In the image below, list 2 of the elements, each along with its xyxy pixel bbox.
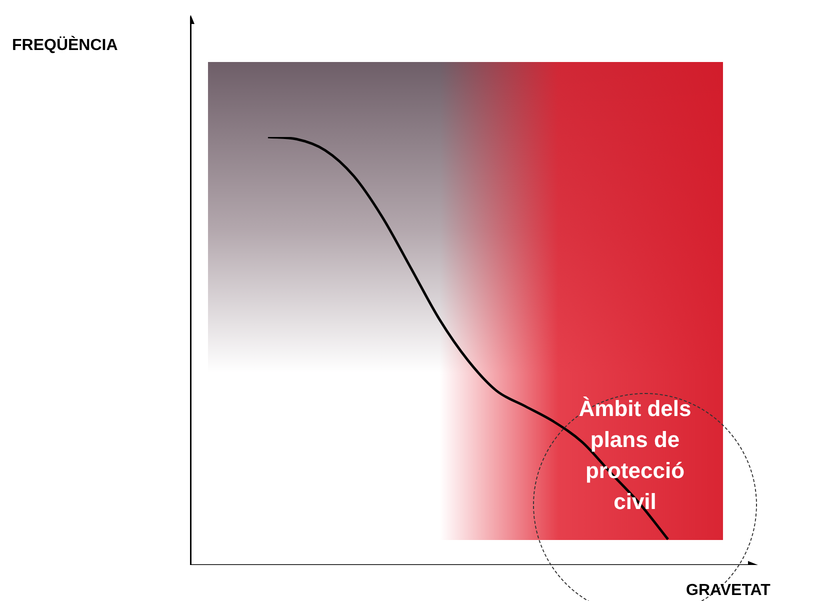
text: FREQÜÈNCIA — [12, 37, 118, 55]
x-axis-title: GRAVETAT — [686, 582, 770, 600]
